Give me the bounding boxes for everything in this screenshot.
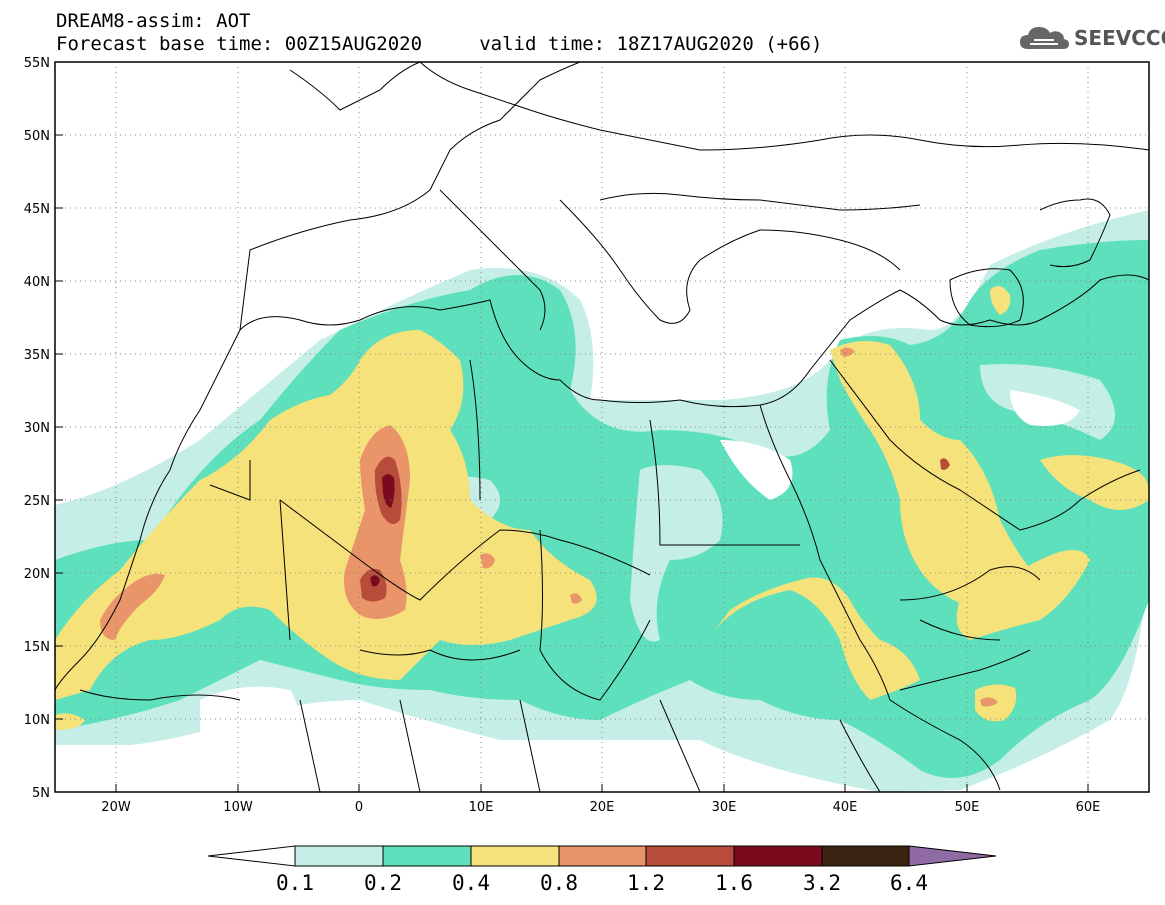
- lat-label: 5N: [32, 786, 50, 801]
- lon-label: 0: [355, 800, 363, 815]
- colorbar-label: 0.1: [276, 871, 314, 895]
- colorbar-swatch: [645, 845, 735, 867]
- colorbar-label: 0.2: [364, 871, 402, 895]
- logo-text: SEEVCCC: [1074, 26, 1165, 50]
- colorbar-swatch: [558, 845, 647, 867]
- lon-label: 10E: [469, 800, 494, 815]
- colorbar-swatch: [382, 845, 472, 867]
- colorbar-swatch: [821, 845, 910, 867]
- lon-label: 40E: [833, 800, 858, 815]
- map-title: DREAM8-assim: AOT: [56, 10, 251, 32]
- lon-label: 30E: [712, 800, 737, 815]
- colorbar-label: 0.4: [452, 871, 490, 895]
- lon-label: 10W: [223, 800, 253, 815]
- colorbar-label: 1.6: [715, 871, 753, 895]
- lat-label: 55N: [24, 56, 50, 71]
- cloud-icon: [1020, 27, 1069, 49]
- colorbar-label: 3.2: [803, 871, 841, 895]
- colorbar-extend-low: [207, 845, 296, 867]
- map-subtitle: Forecast base time: 00Z15AUG2020 valid t…: [56, 33, 823, 55]
- lat-lon-grid: [55, 62, 1149, 792]
- colorbar: 0.1 0.2 0.4 0.8 1.2 1.6 3.2 6.4: [207, 845, 997, 895]
- lat-label: 40N: [24, 275, 50, 290]
- lat-label: 50N: [24, 129, 50, 144]
- seevccc-logo: SEEVCCC: [1018, 22, 1165, 54]
- lon-labels: 20W 10W 0 10E 20E 30E 40E 50E 60E: [101, 800, 1100, 815]
- colorbar-extend-high: [908, 845, 997, 867]
- lon-label: 20W: [101, 800, 131, 815]
- lon-label: 20E: [590, 800, 615, 815]
- colorbar-label: 1.2: [627, 871, 665, 895]
- lat-labels: 55N 50N 45N 40N 35N 30N 25N 20N 15N 10N …: [24, 56, 50, 801]
- aot-field: [55, 62, 1149, 792]
- frame-ticks: [55, 61, 1089, 793]
- colorbar-label: 0.8: [540, 871, 578, 895]
- lat-label: 30N: [24, 421, 50, 436]
- aot-gap-white: [200, 390, 1080, 754]
- colorbar-swatch: [294, 845, 384, 867]
- lat-label: 45N: [24, 202, 50, 217]
- lat-label: 35N: [24, 348, 50, 363]
- lon-label: 50E: [955, 800, 980, 815]
- coastlines: [55, 62, 1149, 792]
- colorbar-swatch: [470, 845, 560, 867]
- lat-label: 15N: [24, 640, 50, 655]
- lon-label: 60E: [1076, 800, 1101, 815]
- lat-label: 10N: [24, 713, 50, 728]
- lat-label: 20N: [24, 567, 50, 582]
- lat-label: 25N: [24, 494, 50, 509]
- colorbar-label: 6.4: [890, 871, 928, 895]
- colorbar-swatch: [733, 845, 823, 867]
